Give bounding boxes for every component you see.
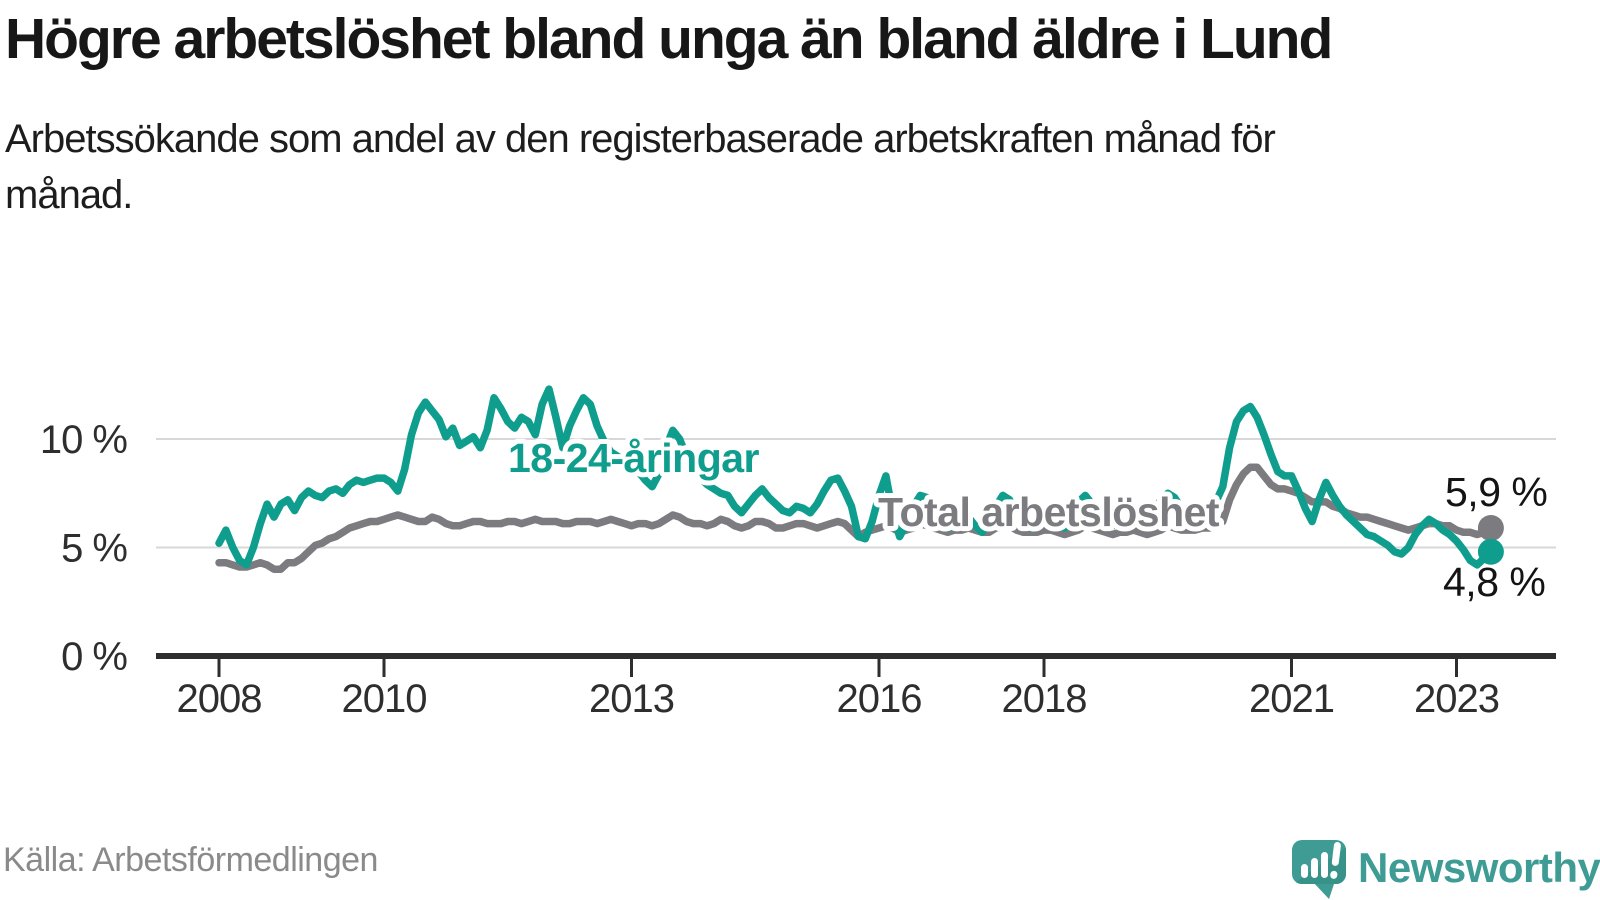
newsworthy-logo-icon <box>1292 840 1346 899</box>
end-value-label-total: 5,9 % <box>1445 469 1547 515</box>
logo-bubble-tail <box>1312 881 1335 899</box>
x-axis-tick-label: 2010 <box>342 677 427 721</box>
logo-bar-3 <box>1321 852 1328 878</box>
series-label-youth: 18-24-åringar <box>508 435 760 481</box>
x-axis-tick-label: 2021 <box>1249 677 1334 721</box>
y-axis-tick-label: 10 % <box>40 418 128 462</box>
logo-bar-1 <box>1301 864 1308 878</box>
source-note: Källa: Arbetsförmedlingen <box>3 841 378 879</box>
x-axis-tick-label: 2016 <box>837 677 922 721</box>
x-axis: 2008 2010 2013 2016 2018 2021 2023 <box>177 659 1500 721</box>
logo-bar-2 <box>1311 858 1318 878</box>
logo-exclamation <box>1330 842 1341 879</box>
end-value-label-youth: 4,8 % <box>1443 559 1545 605</box>
end-dot-total <box>1477 515 1504 541</box>
chart-subtitle: Arbetssökande som andel av den registerb… <box>5 117 1276 218</box>
series-label-total: Total arbetslöshet <box>878 489 1220 535</box>
chart-header: Högre arbetslöshet bland unga än bland ä… <box>5 4 1565 223</box>
y-axis-tick-label: 5 % <box>61 527 127 571</box>
page-title: Högre arbetslöshet bland unga än bland ä… <box>5 7 1333 71</box>
grid-group <box>156 438 1556 549</box>
x-axis-tick-label: 2018 <box>1002 677 1087 721</box>
y-axis-tick-label: 0 % <box>61 635 127 679</box>
x-axis-tick-label: 2008 <box>177 677 262 721</box>
end-dot-youth <box>1477 538 1504 565</box>
y-axis-labels: 0 % 5 % 10 % <box>40 418 129 679</box>
x-axis-tick-label: 2013 <box>589 677 674 721</box>
newsworthy-logo: Newsworthy <box>1292 840 1600 899</box>
line-youth <box>215 385 1495 569</box>
newsworthy-wordmark: Newsworthy <box>1358 844 1600 891</box>
x-axis-tick-label: 2023 <box>1414 677 1499 721</box>
